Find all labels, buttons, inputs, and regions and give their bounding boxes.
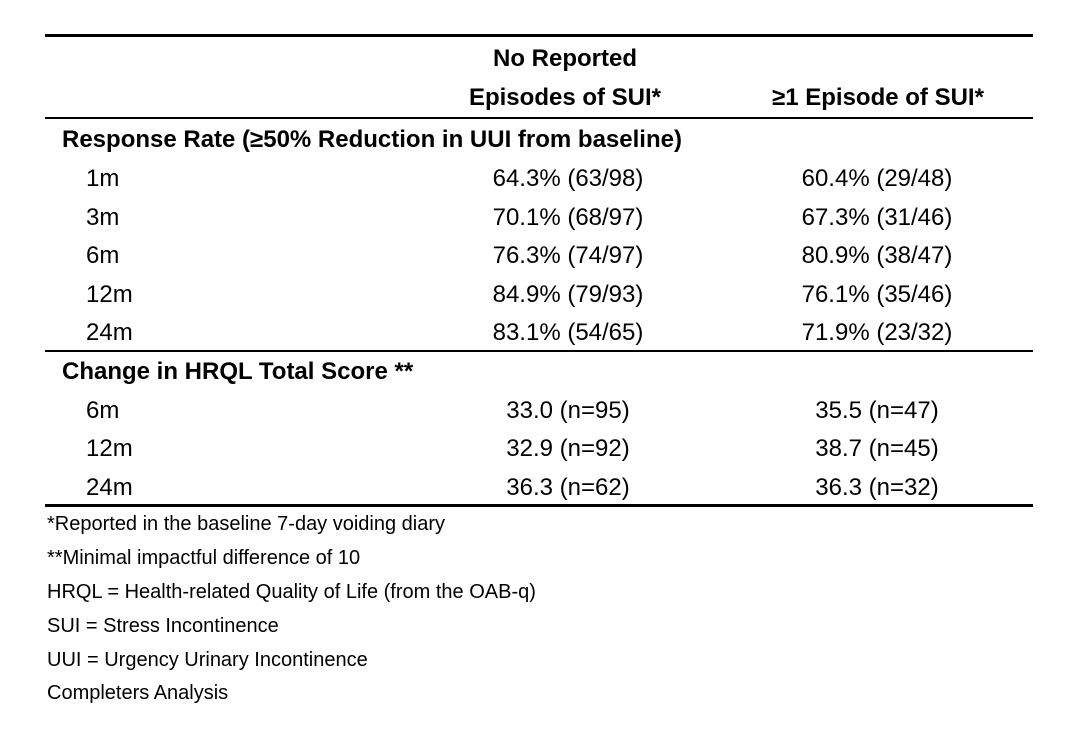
col1-header-line2: Episodes of SUI* [468, 84, 662, 111]
response-row-label: 24m [86, 319, 133, 346]
hrql-row-label: 12m [86, 435, 133, 462]
footnote: SUI = Stress Incontinence [47, 615, 279, 637]
footnote: *Reported in the baseline 7-day voiding … [47, 513, 446, 535]
footnote: **Minimal impactful difference of 10 [47, 547, 361, 569]
hrql-cell-col2: 36.3 (n=32) [815, 474, 939, 501]
response-cell-col1: 83.1% (54/65) [492, 319, 644, 346]
response-rate-section-title: Response Rate (≥50% Reduction in UUI fro… [62, 126, 682, 153]
response-cell-col2: 76.1% (35/46) [801, 281, 953, 308]
hrql-cell-col2: 35.5 (n=47) [815, 397, 939, 424]
footnote: UUI = Urgency Urinary Incontinence [47, 649, 368, 671]
hrql-row-label: 6m [86, 397, 120, 424]
response-cell-col1: 76.3% (74/97) [492, 242, 644, 269]
table-bottom-rule [45, 504, 1033, 507]
col1-header-line1: No Reported [493, 45, 637, 72]
hrql-cell-col1: 32.9 (n=92) [506, 435, 630, 462]
response-cell-col2: 71.9% (23/32) [801, 319, 953, 346]
hrql-cell-col1: 33.0 (n=95) [506, 397, 630, 424]
response-cell-col1: 84.9% (79/93) [492, 281, 644, 308]
response-cell-col2: 80.9% (38/47) [801, 242, 953, 269]
header-rule [45, 117, 1033, 119]
response-row-label: 6m [86, 242, 120, 269]
footnote: HRQL = Health-related Quality of Life (f… [47, 581, 536, 603]
response-row-label: 12m [86, 281, 133, 308]
response-row-label: 1m [86, 165, 120, 192]
hrql-cell-col2: 38.7 (n=45) [815, 435, 939, 462]
hrql-row-label: 24m [86, 474, 133, 501]
col2-header: ≥1 Episode of SUI* [772, 84, 984, 111]
response-cell-col1: 64.3% (63/98) [492, 165, 644, 192]
response-cell-col1: 70.1% (68/97) [492, 204, 644, 231]
footnote: Completers Analysis [47, 682, 229, 704]
hrql-section-title: Change in HRQL Total Score ** [62, 358, 414, 385]
response-cell-col2: 60.4% (29/48) [801, 165, 953, 192]
response-cell-col2: 67.3% (31/46) [801, 204, 953, 231]
response-row-label: 3m [86, 204, 120, 231]
table-top-rule [45, 34, 1033, 37]
section-rule [45, 350, 1033, 352]
hrql-cell-col1: 36.3 (n=62) [506, 474, 630, 501]
